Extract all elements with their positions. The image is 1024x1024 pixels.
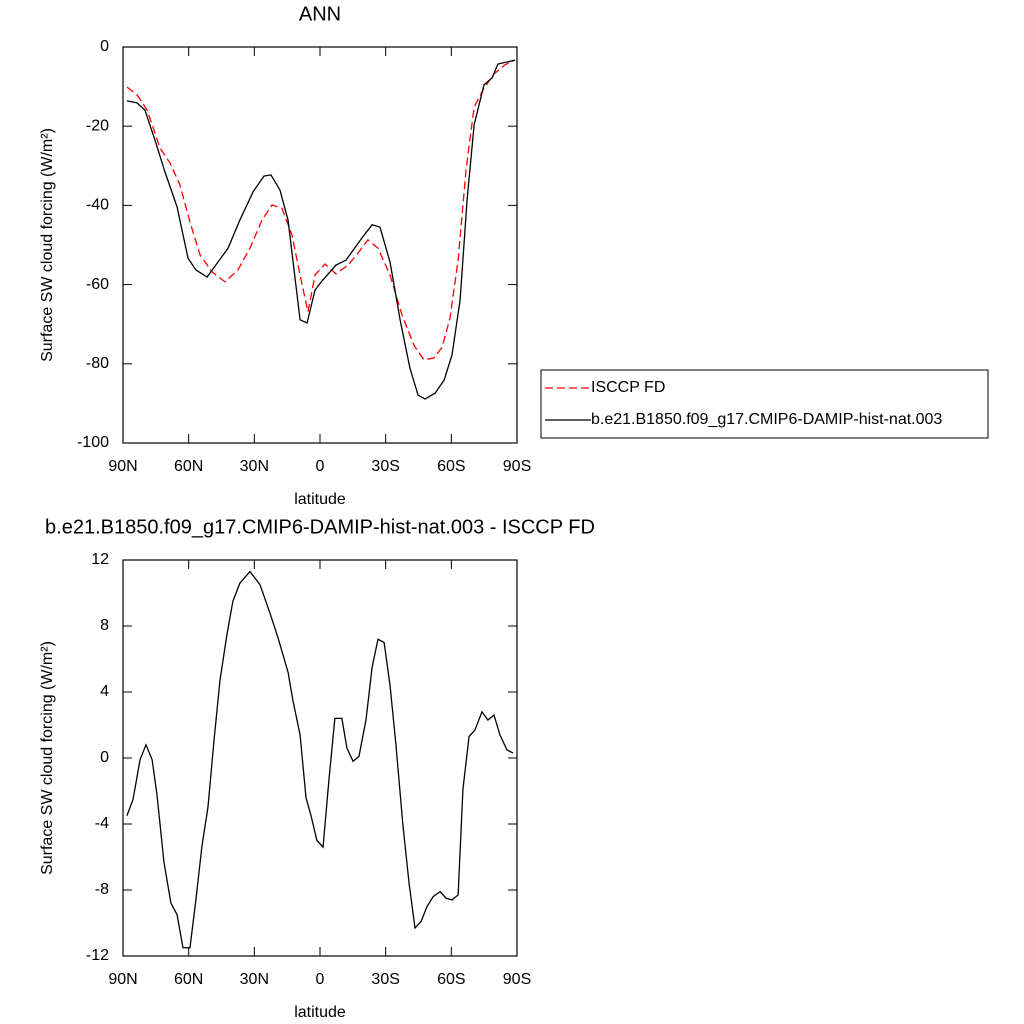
y-tick-label: -40 (86, 197, 109, 214)
y-tick-label: -60 (86, 276, 109, 293)
plot-frame (122, 559, 518, 957)
y-tick-label: -20 (86, 117, 109, 134)
y-tick-label: -80 (86, 355, 109, 372)
x-axis-title: latitude (294, 1004, 346, 1021)
x-tick-label: 30N (240, 971, 269, 988)
x-tick-label: 30N (240, 458, 269, 475)
x-tick-label: 0 (316, 971, 325, 988)
data-line (126, 59, 516, 400)
x-tick-label: 0 (316, 458, 325, 475)
y-tick-label: 12 (91, 551, 109, 568)
y-tick-label: -12 (86, 947, 109, 964)
x-tick-label: 60N (174, 458, 203, 475)
legend-label: ISCCP FD (591, 379, 665, 396)
chart-title: b.e21.B1850.f09_g17.CMIP6-DAMIP-hist-nat… (45, 516, 595, 538)
x-tick-label: 90N (108, 971, 137, 988)
y-tick-label: 4 (100, 683, 109, 700)
y-tick-label: -4 (95, 815, 109, 832)
y-tick-label: 0 (100, 749, 109, 766)
x-tick-label: 30S (371, 971, 399, 988)
x-tick-label: 90S (503, 971, 531, 988)
y-tick-label: -8 (95, 881, 109, 898)
x-axis-title: latitude (294, 491, 346, 508)
plot-frame (122, 46, 518, 444)
x-tick-label: 60N (174, 971, 203, 988)
data-line (126, 59, 516, 361)
y-tick-label: -100 (77, 434, 109, 451)
y-axis-title: Surface SW cloud forcing (W/m²) (39, 641, 56, 875)
x-tick-label: 90N (108, 458, 137, 475)
y-tick-label: 0 (100, 38, 109, 55)
data-line (126, 570, 514, 949)
legend: ISCCP FD b.e21.B1850.f09_g17.CMIP6-DAMIP-… (540, 369, 989, 439)
x-tick-label: 60S (437, 971, 465, 988)
legend-label: b.e21.B1850.f09_g17.CMIP6-DAMIP-hist-nat… (591, 411, 942, 428)
x-tick-label: 90S (503, 458, 531, 475)
legend-frame (540, 369, 989, 439)
y-tick-label: 8 (100, 617, 109, 634)
x-tick-label: 30S (371, 458, 399, 475)
y-axis-title: Surface SW cloud forcing (W/m²) (39, 128, 56, 362)
x-tick-label: 60S (437, 458, 465, 475)
chart-title: ANN (299, 3, 341, 25)
